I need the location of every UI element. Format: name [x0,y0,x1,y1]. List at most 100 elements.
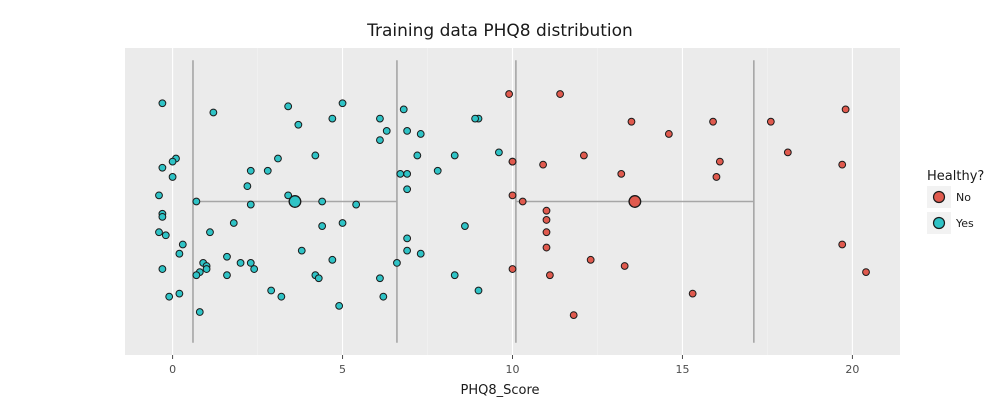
data-point-yes [250,265,259,273]
legend-marker-yes [932,216,946,230]
data-point-yes [192,271,201,280]
data-point-yes [195,308,204,316]
mean-marker-no [628,195,642,208]
data-point-no [508,157,517,166]
data-point-yes [376,136,384,145]
points-layer [155,90,870,319]
data-point-no [627,117,636,126]
data-point-yes [168,173,177,181]
data-point-yes [175,289,184,298]
x-axis-ticks: 0 5 10 15 20 [169,355,859,376]
data-point-no [709,117,717,126]
data-point-yes [433,166,442,175]
data-point-yes [155,228,163,237]
data-point-no [545,271,554,280]
data-point-yes [495,148,503,157]
data-point-yes [399,105,408,114]
data-point-yes [416,130,425,138]
data-point-yes [223,252,231,261]
data-point-no [838,240,847,249]
data-point-yes [165,292,174,301]
data-point-yes [403,246,412,255]
data-point-yes [379,292,388,301]
data-point-no [542,228,551,237]
data-point-yes [471,114,480,123]
x-tick-label: 15 [675,363,689,376]
data-point-no [838,160,847,169]
data-point-yes [243,182,252,191]
data-point-no [783,148,792,157]
data-point-yes [393,259,401,267]
data-point-yes [413,151,422,160]
data-point-no [712,173,721,181]
data-point-yes [246,166,255,175]
mean-layer [288,195,642,208]
data-point-yes [382,126,391,135]
x-tick-label: 10 [506,363,520,376]
data-point-yes [155,191,163,200]
data-point-yes [328,114,337,123]
data-point-no [617,169,626,178]
data-point-no [542,243,551,252]
data-point-yes [335,301,344,310]
data-point-no [518,197,527,206]
data-point-yes [352,200,361,209]
data-point-yes [246,200,255,209]
data-point-yes [318,197,327,206]
data-point-yes [396,169,405,178]
data-point-yes [376,274,384,283]
data-point-yes [158,265,167,273]
legend-marker-no [932,190,946,204]
data-point-yes [338,219,347,227]
data-point-yes [168,157,177,166]
data-point-yes [403,185,412,194]
data-point-yes [202,265,211,273]
data-point-no [664,130,673,138]
data-point-yes [338,99,347,108]
data-point-yes [158,99,167,108]
data-point-yes [158,212,167,221]
data-point-yes [474,286,483,295]
data-point-yes [284,102,293,111]
x-tick-label: 0 [169,363,176,376]
data-point-yes [294,120,303,129]
data-point-yes [223,271,231,280]
legend-label-no: No [956,191,971,204]
data-point-no [556,90,564,98]
x-tick-label: 5 [339,363,346,376]
data-point-yes [206,228,214,237]
data-point-yes [450,271,459,280]
data-point-no [715,157,724,166]
x-axis-title: PHQ8_Score [460,383,539,398]
data-point-no [620,262,629,270]
data-point-no [505,90,514,98]
data-point-yes [284,191,293,200]
chart-title: Training data PHQ8 distribution [366,21,633,41]
data-point-yes [318,222,327,230]
data-point-yes [403,169,412,178]
data-point-yes [267,286,276,295]
data-point-no [539,160,547,169]
data-point-yes [161,231,170,240]
legend-title: Healthy? [927,169,984,184]
data-point-no [542,206,551,215]
x-tick-label: 20 [845,363,859,376]
data-point-no [766,117,775,126]
data-point-yes [192,197,201,206]
data-point-yes [328,255,337,264]
legend: Healthy? No Yes [927,169,984,234]
mean-marker-yes [288,195,302,208]
data-point-yes [229,219,238,227]
data-point-yes [403,126,412,135]
data-point-yes [297,246,306,255]
data-point-yes [311,151,320,160]
data-point-no [542,216,551,224]
data-point-yes [461,222,469,230]
data-point-yes [263,166,272,175]
data-point-no [688,289,697,298]
data-point-yes [246,259,255,267]
data-point-yes [158,163,167,172]
data-point-no [569,311,578,319]
data-point-yes [274,154,282,163]
